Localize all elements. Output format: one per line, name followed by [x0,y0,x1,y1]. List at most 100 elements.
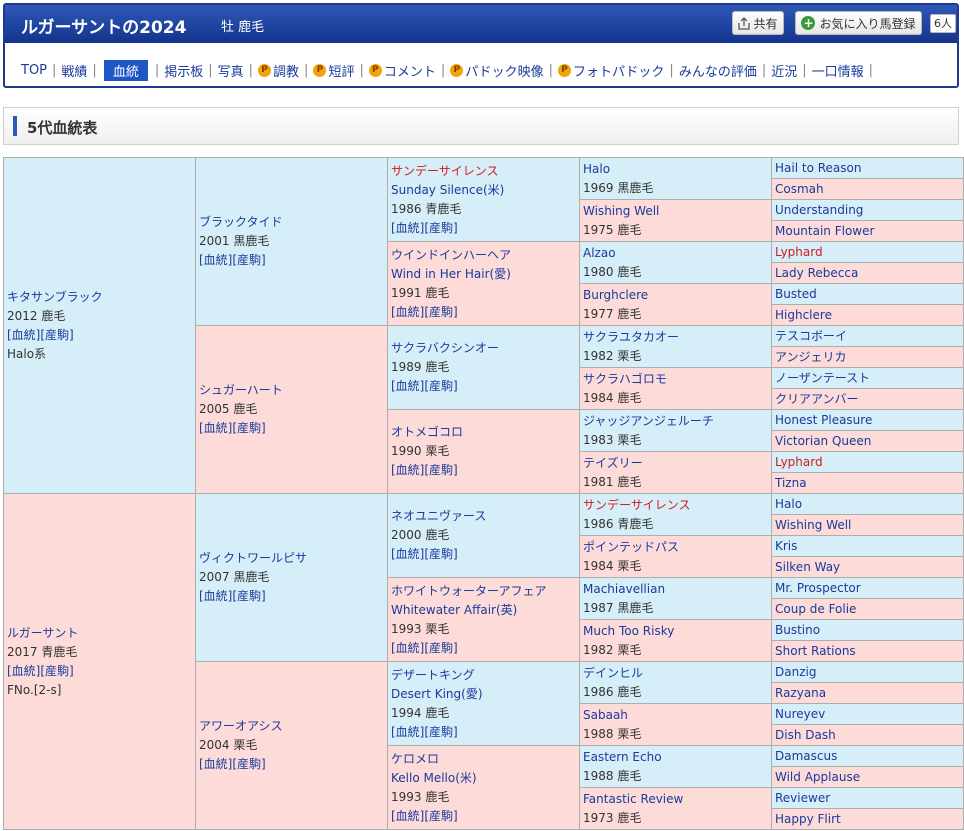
nav-item-11[interactable]: 近況 [771,61,797,80]
horse-name-link[interactable]: Hail to Reason [775,160,862,175]
horse-name-link[interactable]: Alzao [583,245,616,260]
horse-name-link[interactable]: Wild Applause [775,769,861,784]
produce-link[interactable]: [産駒] [424,640,458,655]
pedigree-link[interactable]: [血統] [391,724,425,739]
pedigree-link[interactable]: [血統] [391,379,425,393]
horse-name-link[interactable]: Dish Dash [775,727,836,742]
nav-item-3[interactable]: 掲示板 [164,61,203,80]
pedigree-link[interactable]: [血統] [199,757,233,771]
horse-name-link[interactable]: ブラックタイド [199,215,283,229]
nav-item-5[interactable]: P 調教 [258,61,299,80]
horse-english-name[interactable]: Desert King(愛) [391,686,483,701]
horse-name-link[interactable]: Wishing Well [775,517,852,532]
pedigree-link[interactable]: [血統] [7,327,41,342]
nav-item-8[interactable]: P パドック映像 [450,61,544,80]
pedigree-link[interactable]: [血統] [391,808,425,823]
horse-name-link[interactable]: シュガーハート [199,383,283,397]
horse-name-link[interactable]: Kris [775,538,798,553]
nav-item-0[interactable]: TOP [21,63,47,78]
horse-name-link[interactable]: Danzig [775,664,817,679]
horse-name-link[interactable]: テスコボーイ [775,328,848,343]
nav-item-1[interactable]: 戦績 [61,61,87,80]
produce-link[interactable]: [産駒] [424,808,458,823]
produce-link[interactable]: [産駒] [424,724,458,739]
horse-name-link[interactable]: Silken Way [775,559,841,574]
produce-link[interactable]: [産駒] [40,663,74,678]
horse-name-link[interactable]: Razyana [775,685,827,700]
horse-name-link[interactable]: Sabaah [583,707,628,722]
horse-name-link[interactable]: Halo [583,161,611,176]
horse-name-link[interactable]: オトメゴコロ [391,425,464,439]
horse-name-link[interactable]: サクラハゴロモ [583,371,667,386]
nav-item-4[interactable]: 写真 [218,61,244,80]
horse-name-link[interactable]: Burghclere [583,287,649,302]
nav-item-6[interactable]: P 短評 [313,61,354,80]
horse-name-link[interactable]: Much Too Risky [583,623,675,638]
horse-name-link[interactable]: Busted [775,286,817,301]
horse-name-link[interactable]: アワーオアシス [199,719,283,733]
horse-name-link[interactable]: Machiavellian [583,581,666,596]
horse-name-link[interactable]: サクラバクシンオー [391,341,499,355]
horse-name-link[interactable]: キタサンブラック [7,289,103,304]
nav-item-9[interactable]: P フォトパドック [558,61,664,80]
horse-name-link[interactable]: Lady Rebecca [775,265,859,280]
horse-name-link[interactable]: Highclere [775,307,832,322]
horse-name-link[interactable]: Eastern Echo [583,749,662,764]
pedigree-link[interactable]: [血統] [391,304,425,319]
pedigree-link[interactable]: [血統] [199,589,233,603]
horse-name-link[interactable]: Understanding [775,202,864,217]
horse-name-link[interactable]: Wishing Well [583,203,660,218]
horse-name-link[interactable]: ホワイトウォーターアフェア [391,583,547,598]
horse-name-link[interactable]: Happy Flirt [775,811,841,826]
horse-name-link[interactable]: ジャッジアンジェルーチ [583,413,714,428]
pedigree-link[interactable]: [血統] [7,663,41,678]
pedigree-link[interactable]: [血統] [199,253,233,267]
horse-name-link[interactable]: Damascus [775,748,838,763]
produce-link[interactable]: [産駒] [232,589,266,603]
produce-link[interactable]: [産駒] [232,757,266,771]
horse-english-name[interactable]: Sunday Silence(米) [391,182,505,197]
horse-name-link[interactable]: Mr. Prospector [775,580,861,595]
horse-name-link[interactable]: サクラユタカオー [583,329,680,344]
pedigree-link[interactable]: [血統] [391,640,425,655]
produce-link[interactable]: [産駒] [40,327,74,342]
horse-name-link[interactable]: クリアアンバー [775,391,859,406]
produce-link[interactable]: [産駒] [232,253,266,267]
nav-item-2[interactable]: 血統 [103,60,148,81]
horse-name-link[interactable]: Lyphard [775,244,823,259]
horse-name-link[interactable]: ノーザンテースト [775,370,871,385]
favorite-register-button[interactable]: + お気に入り馬登録 [795,11,922,35]
horse-english-name[interactable]: Wind in Her Hair(愛) [391,266,511,281]
horse-name-link[interactable]: Cosmah [775,181,824,196]
horse-name-link[interactable]: テイズリー [583,455,643,470]
horse-name-link[interactable]: Victorian Queen [775,433,872,448]
horse-name-link[interactable]: ポインテッドパス [583,539,680,554]
share-button[interactable]: 共有 [732,11,784,35]
nav-item-12[interactable]: 一口情報 [812,61,864,80]
horse-name-link[interactable]: ウインドインハーヘア [391,247,512,262]
horse-name-link[interactable]: Mountain Flower [775,223,875,238]
pedigree-link[interactable]: [血統] [391,463,425,477]
produce-link[interactable]: [産駒] [232,421,266,435]
horse-name-link[interactable]: ネオユニヴァース [391,509,487,523]
nav-item-7[interactable]: P コメント [368,61,436,80]
produce-link[interactable]: [産駒] [424,379,458,393]
horse-name-link[interactable]: Fantastic Review [583,791,684,806]
nav-item-10[interactable]: みんなの評価 [679,61,757,80]
horse-name-link[interactable]: アンジェリカ [775,349,847,364]
horse-name-link[interactable]: サンデーサイレンス [391,163,499,178]
horse-name-link[interactable]: Nureyev [775,706,826,721]
produce-link[interactable]: [産駒] [424,304,458,319]
horse-name-link[interactable]: Honest Pleasure [775,412,873,427]
horse-name-link[interactable]: Halo [775,496,803,511]
pedigree-link[interactable]: [血統] [199,421,233,435]
horse-name-link[interactable]: サンデーサイレンス [583,497,691,512]
produce-link[interactable]: [産駒] [424,220,458,235]
horse-name-link[interactable]: ヴィクトワールピサ [199,551,308,565]
pedigree-link[interactable]: [血統] [391,547,425,561]
horse-name-link[interactable]: Short Rations [775,643,856,658]
pedigree-link[interactable]: [血統] [391,220,425,235]
horse-name-link[interactable]: Bustino [775,622,821,637]
horse-english-name[interactable]: Kello Mello(米) [391,770,477,785]
horse-english-name[interactable]: Whitewater Affair(英) [391,602,518,617]
